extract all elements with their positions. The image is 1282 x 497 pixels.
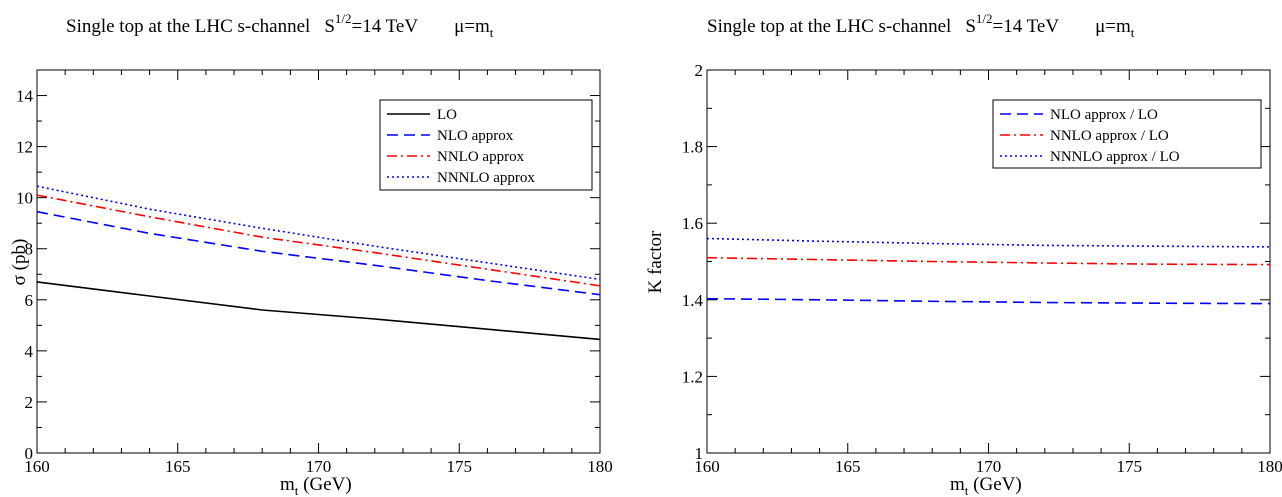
- y-tick-label: 1.4: [682, 291, 704, 310]
- x-axis-label: mt (GeV): [950, 474, 1022, 497]
- x-axis-label: mt (GeV): [280, 474, 352, 497]
- x-tick-label: 180: [587, 457, 613, 476]
- y-tick-label: 2: [25, 393, 34, 412]
- y-axis: 0 2 4 6 8 10 12 14: [16, 69, 600, 463]
- legend: NLO approx / LO NNLO approx / LO NNNLO app…: [992, 99, 1262, 169]
- x-tick-label: 170: [306, 457, 332, 476]
- y-axis: 1 1.2 1.4 1.6 1.8 2: [682, 61, 1270, 463]
- y-tick-label: 1.2: [682, 367, 703, 386]
- legend-label-0: NLO approx / LO: [1050, 107, 1158, 123]
- y-tick-label: 1.8: [682, 138, 703, 157]
- y-tick-label: 1: [695, 444, 704, 463]
- legend-label-2: NNLO approx: [437, 149, 525, 165]
- x-tick-label: 160: [694, 457, 720, 476]
- series-line-0: [36, 281, 601, 341]
- x-tick-label: 170: [976, 457, 1002, 476]
- x-tick-label: 175: [447, 457, 473, 476]
- legend-box: [379, 99, 593, 191]
- y-tick-label: 6: [25, 291, 34, 310]
- x-axis: 160 165 170 175 180: [24, 70, 613, 476]
- y-tick-label: 10: [16, 189, 33, 208]
- cross-section-chart: Single top at the LHC s-channel S1/2=14 T…: [9, 11, 613, 497]
- y-tick-label: 0: [25, 444, 34, 463]
- chart-title: Single top at the LHC s-channel S1/2=14 T…: [66, 11, 494, 40]
- legend-label-1: NNLO approx / LO: [1050, 128, 1169, 144]
- legend-label-2: NNNLO approx / LO: [1050, 149, 1180, 165]
- y-tick-label: 14: [16, 87, 34, 106]
- series-line-1: [36, 210, 601, 296]
- y-tick-label: 12: [16, 138, 33, 157]
- x-tick-label: 180: [1257, 457, 1282, 476]
- series-lines: [706, 237, 1271, 305]
- legend-label-1: NLO approx: [437, 128, 514, 144]
- chart-title: Single top at the LHC s-channel S1/2=14 T…: [707, 11, 1135, 40]
- x-tick-label: 165: [165, 457, 191, 476]
- legend-label-0: LO: [437, 107, 457, 123]
- k-factor-chart: Single top at the LHC s-channel S1/2=14 T…: [645, 11, 1282, 497]
- y-axis-label: K factor: [645, 230, 666, 293]
- series-lines: [36, 185, 601, 341]
- series-line-2: [36, 194, 601, 287]
- x-tick-label: 160: [24, 457, 50, 476]
- series-line-1: [706, 256, 1271, 266]
- legend-label-3: NNNLO approx: [437, 170, 535, 186]
- y-tick-label: 8: [25, 240, 34, 259]
- legend-box: [992, 99, 1262, 169]
- y-tick-label: 4: [25, 342, 34, 361]
- series-line-2: [706, 237, 1271, 248]
- y-axis-label: σ (pb): [9, 239, 30, 286]
- x-tick-label: 175: [1117, 457, 1143, 476]
- y-tick-label: 2: [695, 61, 704, 80]
- x-axis: 160 165 170 175 180: [694, 70, 1282, 476]
- x-tick-label: 165: [835, 457, 861, 476]
- y-tick-label: 1.6: [682, 214, 703, 233]
- series-line-3: [36, 185, 601, 281]
- legend: LO NLO approx NNLO approx NNNLO approx: [379, 99, 593, 191]
- series-line-0: [706, 297, 1271, 305]
